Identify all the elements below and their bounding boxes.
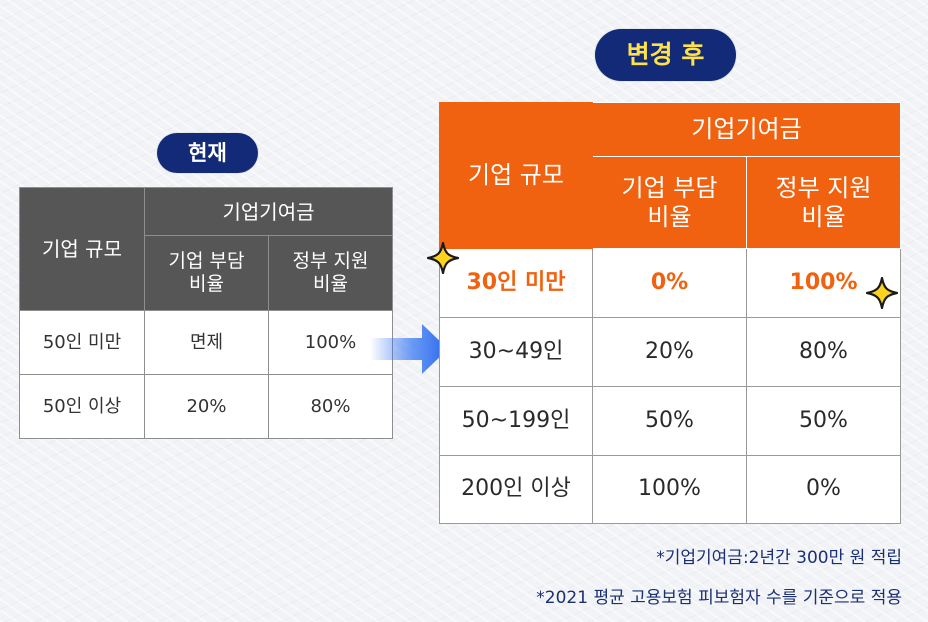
company-share-cell: 100%	[592, 455, 747, 524]
gov-support-cell: 0%	[746, 455, 901, 524]
header-gov-support-line2: 비율	[313, 273, 348, 295]
size-cell: 200인 이상	[439, 455, 593, 524]
header-gov-support-line1: 정부 지원	[775, 173, 872, 202]
table-row: 200인 이상 100% 0%	[439, 455, 901, 524]
header-company-size: 기업 규모	[19, 187, 145, 311]
header-contribution: 기업기여금	[592, 102, 901, 157]
size-cell: 30인 미만	[439, 248, 593, 318]
footnote-basis: *2021 평균 고용보험 피보험자 수를 기준으로 적용	[536, 588, 902, 608]
header-company-share: 기업 부담 비율	[144, 235, 269, 311]
header-company-share-line1: 기업 부담	[168, 250, 245, 273]
table-row: 50~199인 50% 50%	[439, 386, 901, 456]
size-cell: 50인 이상	[19, 374, 145, 439]
company-share-cell: 면제	[144, 310, 269, 375]
header-gov-support: 정부 지원 비율	[746, 156, 901, 249]
after-label: 변경 후	[595, 29, 736, 81]
current-label: 현재	[157, 133, 258, 173]
header-contribution: 기업기여금	[144, 187, 393, 236]
gov-support-cell: 80%	[746, 317, 901, 387]
company-share-cell: 0%	[592, 248, 747, 318]
company-share-cell: 20%	[592, 317, 747, 387]
header-gov-support-line1: 정부 지원	[292, 250, 369, 273]
arrow-right-icon	[370, 324, 448, 374]
size-cell: 50~199인	[439, 386, 593, 456]
gov-support-cell: 50%	[746, 386, 901, 456]
table-row-highlight: 30인 미만 0% 100%	[439, 248, 901, 318]
header-company-size: 기업 규모	[439, 102, 593, 249]
sparkle-star-icon	[427, 242, 459, 274]
company-share-cell: 20%	[144, 374, 269, 439]
current-contribution-table: 기업 규모 기업기여금 기업 부담 비율 정부 지원 비율 50인 미만 면제 …	[19, 187, 393, 439]
gov-support-cell: 100%	[746, 248, 901, 318]
table-row: 50인 이상 20% 80%	[19, 374, 393, 439]
header-gov-support-line2: 비율	[801, 202, 846, 231]
size-cell: 30~49인	[439, 317, 593, 387]
header-company-share-line2: 비율	[647, 202, 692, 231]
header-company-share-line2: 비율	[189, 273, 224, 295]
table-row: 30~49인 20% 80%	[439, 317, 901, 387]
company-share-cell: 50%	[592, 386, 747, 456]
header-gov-support: 정부 지원 비율	[268, 235, 393, 311]
table-row: 50인 미만 면제 100%	[19, 310, 393, 375]
header-company-share-line1: 기업 부담	[621, 173, 718, 202]
size-cell: 50인 미만	[19, 310, 145, 375]
footnote-contribution: *기업기여금:2년간 300만 원 적립	[656, 548, 902, 568]
header-company-share: 기업 부담 비율	[592, 156, 747, 249]
gov-support-cell: 80%	[268, 374, 393, 439]
sparkle-star-icon	[866, 277, 898, 309]
changed-contribution-table: 기업 규모 기업기여금 기업 부담 비율 정부 지원 비율 30인 미만 0% …	[439, 102, 901, 524]
